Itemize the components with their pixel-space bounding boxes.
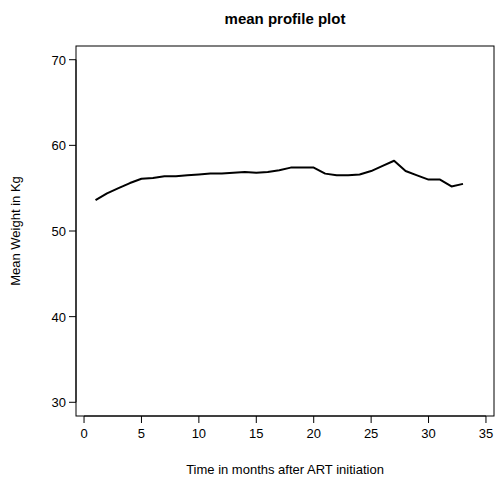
y-tick: [69, 59, 76, 60]
x-tick-label: 10: [192, 426, 206, 441]
x-tick: [141, 416, 142, 423]
y-tick-label: 60: [52, 138, 66, 153]
x-tick-label: 20: [306, 426, 320, 441]
plot-frame: [76, 46, 494, 416]
x-tick: [84, 416, 85, 423]
y-tick-label: 50: [52, 224, 66, 239]
x-tick: [485, 416, 486, 423]
y-tick-label: 70: [52, 53, 66, 68]
x-tick-label: 0: [80, 426, 87, 441]
y-tick-label: 30: [52, 395, 66, 410]
x-tick: [256, 416, 257, 423]
x-tick-label: 35: [479, 426, 493, 441]
x-tick: [371, 416, 372, 423]
x-tick: [428, 416, 429, 423]
x-tick-label: 30: [421, 426, 435, 441]
y-tick-label: 40: [52, 310, 66, 325]
x-tick: [198, 416, 199, 423]
chart: mean profile plot 0 5 10 15 20 25 30 35 30 40 50 60 7…: [0, 0, 500, 489]
y-tick: [69, 145, 76, 146]
y-tick: [69, 231, 76, 232]
plot-area: [96, 161, 463, 200]
x-tick-label: 25: [364, 426, 378, 441]
x-tick-label: 15: [249, 426, 263, 441]
title: mean profile plot: [225, 10, 346, 27]
x-axis-line: [84, 416, 486, 417]
y-tick: [69, 316, 76, 317]
x-axis-label: Time in months after ART initiation: [186, 462, 384, 477]
mean-line: [96, 161, 463, 200]
y-tick: [69, 402, 76, 403]
x-tick-label: 5: [138, 426, 145, 441]
y-axis-label: Mean Weight in Kg: [8, 176, 23, 286]
x-tick: [313, 416, 314, 423]
